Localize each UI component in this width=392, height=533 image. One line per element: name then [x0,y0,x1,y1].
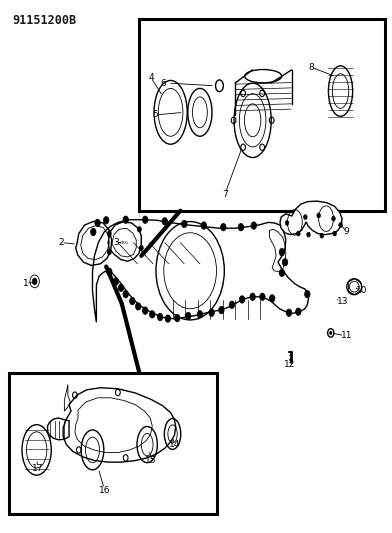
Text: CRG: CRG [120,240,129,245]
Circle shape [95,219,100,227]
Circle shape [286,309,292,317]
Text: 14: 14 [169,440,180,449]
Circle shape [136,303,141,310]
Circle shape [197,311,203,318]
Circle shape [138,227,141,232]
Circle shape [307,232,310,237]
Circle shape [279,248,285,256]
Circle shape [317,213,320,218]
Text: 7: 7 [222,190,228,199]
Text: 8: 8 [309,63,314,71]
Circle shape [107,231,111,236]
Text: 10: 10 [356,286,368,295]
Circle shape [113,278,119,285]
Text: 11: 11 [341,331,352,340]
Circle shape [279,269,285,277]
Circle shape [282,259,288,266]
Circle shape [240,296,245,303]
Circle shape [174,314,180,322]
Circle shape [157,313,163,321]
Ellipse shape [234,83,271,158]
Bar [9,373,218,514]
Circle shape [238,223,244,231]
Circle shape [165,315,171,322]
Circle shape [123,290,129,298]
Circle shape [130,297,135,305]
Text: 91151200B: 91151200B [13,14,76,27]
Circle shape [123,216,129,223]
Circle shape [91,228,96,236]
Circle shape [305,290,310,298]
Text: 4: 4 [148,73,154,82]
Text: 16: 16 [98,486,110,495]
Circle shape [333,231,336,236]
Circle shape [332,216,335,221]
Circle shape [285,221,289,225]
Circle shape [142,307,148,314]
Circle shape [269,295,275,302]
Text: 2: 2 [58,238,64,247]
Circle shape [221,223,226,231]
Circle shape [304,215,307,220]
Circle shape [229,301,235,309]
Text: 9: 9 [343,228,349,237]
Circle shape [251,222,256,229]
Text: 6: 6 [160,78,166,87]
Ellipse shape [240,94,266,147]
Circle shape [260,293,265,301]
Polygon shape [280,201,342,235]
Circle shape [107,268,112,276]
Circle shape [297,231,300,236]
Text: 12: 12 [284,360,296,369]
Bar [140,19,385,211]
Circle shape [162,217,167,225]
Circle shape [32,278,37,285]
Text: 5: 5 [152,110,158,119]
Circle shape [201,222,207,229]
Circle shape [103,216,109,224]
Circle shape [250,293,255,301]
Text: 13: 13 [337,296,348,305]
Circle shape [107,249,111,255]
Circle shape [142,216,148,223]
Circle shape [140,245,143,251]
Circle shape [185,312,191,320]
Text: 17: 17 [32,464,44,473]
Circle shape [339,223,342,228]
Circle shape [219,306,224,314]
Circle shape [118,284,124,292]
Text: 15: 15 [145,456,157,465]
Circle shape [181,220,187,228]
Text: 3: 3 [113,238,119,247]
Circle shape [149,311,155,318]
Circle shape [296,308,301,316]
Circle shape [320,233,323,238]
Circle shape [209,309,214,317]
Text: 1: 1 [23,279,29,288]
Circle shape [330,332,332,335]
